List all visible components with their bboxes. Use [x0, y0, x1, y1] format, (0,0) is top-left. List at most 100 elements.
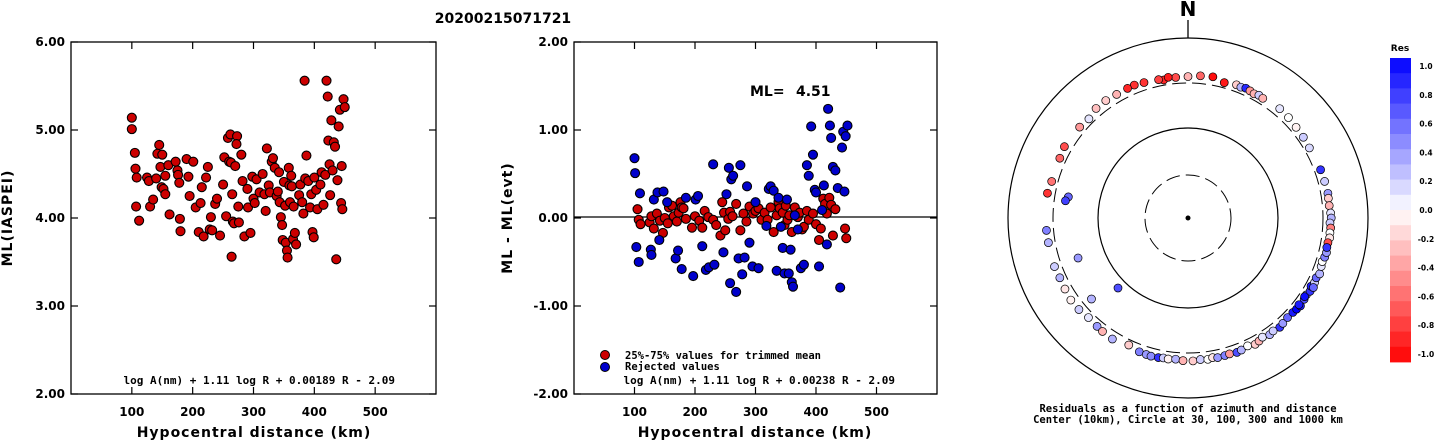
colorbar-cell	[1390, 194, 1411, 211]
data-point	[286, 170, 297, 181]
data-point	[329, 141, 341, 152]
colorbar-labels: 1.0 0.8 0.6 0.4 0.2 0.0 -0.2 -0.4 -0.6 -0.8 -1.0	[1418, 62, 1434, 359]
x-tick-label: 400	[302, 405, 327, 419]
colorbar-cells	[1390, 58, 1411, 363]
rejected-point	[824, 120, 835, 131]
data-point	[164, 209, 175, 220]
x-tick-label: 500	[864, 405, 889, 419]
colorbar-tick-label: 1.0	[1419, 62, 1432, 71]
rejected-point	[823, 103, 834, 114]
rejected-point	[629, 153, 640, 164]
polar-caption-line2: Center (10km), Circle at 30, 100, 300 an…	[1033, 414, 1343, 426]
rejected-point	[818, 180, 829, 191]
trimmed-point	[697, 222, 708, 233]
data-point	[131, 172, 142, 183]
trimmed-point	[768, 227, 779, 238]
data-point	[201, 172, 212, 183]
station-marker	[1066, 295, 1076, 305]
ml-label: ML=	[750, 84, 785, 100]
panel-ml-iaspei: 100 200 300 400 500 2.00 3.00 4.00 5.00 6.00 log …	[0, 35, 437, 441]
event-title: 20200215071721	[435, 11, 571, 27]
station-marker	[1291, 122, 1301, 132]
rejected-point	[792, 224, 803, 235]
colorbar-cell	[1390, 58, 1411, 74]
station-marker	[1047, 177, 1057, 186]
data-point	[273, 167, 285, 178]
trimmed-point	[720, 225, 731, 236]
rejected-point	[803, 170, 814, 181]
trimmed-point	[813, 234, 825, 246]
station-marker	[1294, 300, 1304, 310]
data-point	[297, 197, 308, 208]
data-point	[236, 149, 247, 160]
rejected-point	[731, 286, 742, 297]
station-marker	[1315, 269, 1325, 279]
station-marker	[1061, 196, 1070, 206]
station-marker	[1123, 84, 1132, 93]
data-point	[237, 175, 248, 187]
rejected-point	[835, 282, 846, 293]
rejected-point	[634, 188, 645, 199]
rejected-point	[744, 237, 755, 248]
trimmed-point	[632, 204, 643, 215]
station-marker	[1075, 122, 1085, 132]
y-tick-label: 3.00	[35, 299, 65, 313]
station-marker	[1098, 327, 1107, 336]
rejected-point	[816, 205, 828, 216]
data-point	[282, 252, 293, 263]
data-point	[129, 147, 140, 158]
data-point	[130, 163, 141, 174]
rejected-point	[826, 132, 837, 143]
colorbar-tick-label: 0.6	[1419, 120, 1432, 129]
rejected-point	[753, 263, 764, 274]
data-point	[289, 227, 300, 239]
trimmed-point	[815, 223, 826, 234]
data-point	[184, 190, 195, 202]
rejected-point	[718, 247, 729, 258]
colorbar-cell	[1390, 149, 1411, 165]
rejected-point	[798, 259, 809, 270]
rejected-point	[735, 160, 746, 171]
x-tick-label: 100	[119, 405, 144, 419]
rejected-point	[785, 244, 796, 255]
trimmed-point	[680, 213, 691, 224]
data-point	[309, 172, 320, 183]
rejected-point	[810, 187, 822, 198]
station-marker	[1055, 153, 1065, 163]
residual-colorbar: Res 1.0 0.8 0.6 0.4 0.2 0.0 -0.2 -0.4 -0.6 -0.8 -1…	[1390, 44, 1434, 363]
data-point	[267, 153, 279, 164]
colorbar-cell	[1390, 301, 1411, 317]
colorbar-tick-label: -1.0	[1418, 350, 1434, 359]
station-marker	[1188, 356, 1198, 366]
data-point	[207, 225, 218, 236]
data-point	[336, 161, 347, 172]
colorbar-cell	[1390, 255, 1411, 272]
rejected-point	[658, 186, 669, 197]
rejected-point	[775, 221, 786, 232]
data-point	[233, 201, 244, 212]
data-point	[205, 212, 216, 223]
rejected-point	[839, 186, 850, 197]
panel-azimuth-residuals: N Residuals as a function of azimuth and…	[1007, 0, 1369, 426]
x-axis-label-1: Hypocentral distance (km)	[137, 425, 372, 441]
data-point	[242, 183, 253, 195]
data-point	[327, 165, 338, 176]
data-point	[214, 230, 226, 241]
station-marker	[1258, 93, 1268, 103]
data-point	[315, 179, 326, 190]
colorbar-tick-label: -0.8	[1418, 321, 1434, 330]
rejected-point	[741, 181, 753, 192]
axis-ticks-2: 100 200 300 400 500 -2.00 -1.00 0.00 1.00 2.00	[533, 35, 937, 419]
rejected-point	[673, 245, 684, 256]
colorbar-cell	[1390, 270, 1411, 287]
station-marker	[1124, 340, 1134, 350]
data-point	[320, 169, 331, 180]
station-marker	[1087, 294, 1096, 304]
x-axis-label-2: Hypocentral distance (km)	[638, 425, 873, 441]
x-tick-label: 100	[622, 405, 647, 419]
formula-label-1: log A(nm) + 1.11 log R + 0.00189 R - 2.0…	[123, 374, 395, 387]
y-axis-label-2: ML - ML(evt)	[500, 162, 516, 273]
y-tick-label: 5.00	[35, 123, 65, 137]
colorbar-cell	[1390, 316, 1411, 332]
station-marker	[1091, 104, 1101, 113]
